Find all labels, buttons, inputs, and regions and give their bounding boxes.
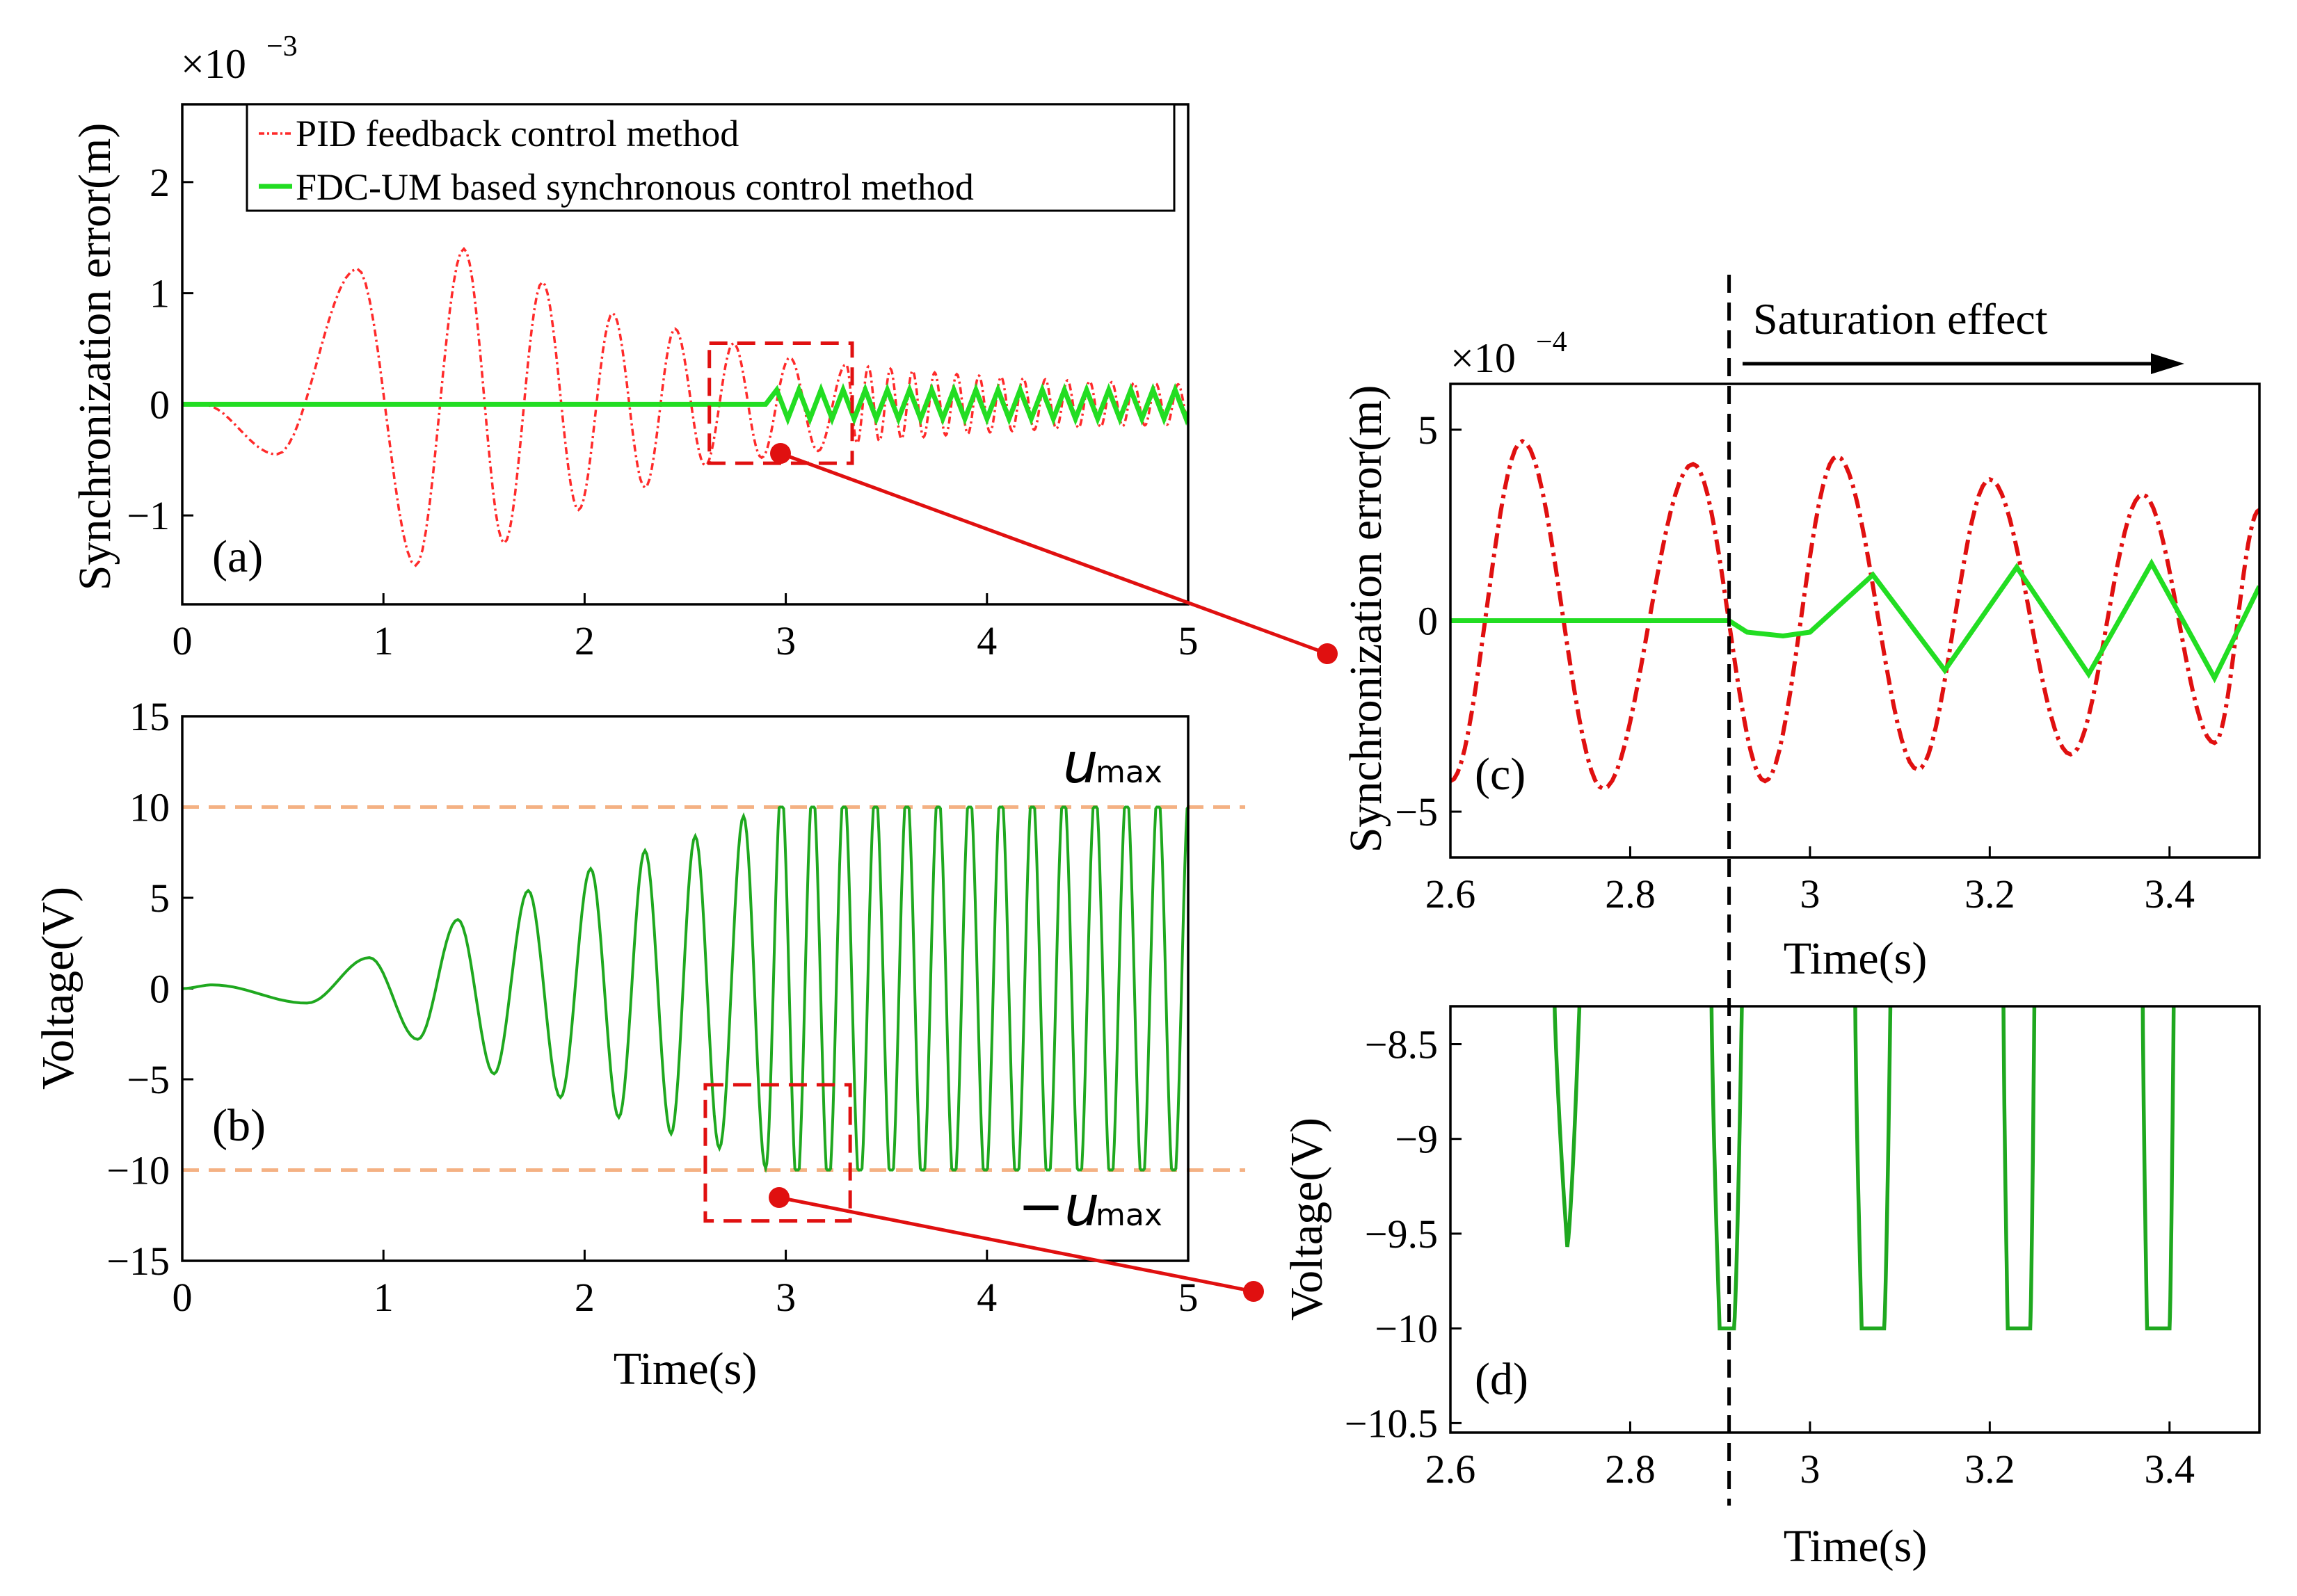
x-tick-label-a: 4 xyxy=(977,618,997,663)
y-tick-label-d: −9.5 xyxy=(1365,1211,1438,1257)
panel-label-a: (a) xyxy=(212,531,263,582)
x-tick-label-b: 4 xyxy=(977,1275,997,1320)
zoom-box-b xyxy=(703,1083,852,1223)
y-tick-label-c: 0 xyxy=(1418,599,1438,644)
x-tick-label-a: 2 xyxy=(575,618,595,663)
y-tick-label-a: 1 xyxy=(150,271,170,316)
axes-frame-c xyxy=(1449,382,2261,859)
y-tick-label-c: −5 xyxy=(1395,789,1438,835)
saturation-effect-label: Saturation effect xyxy=(1753,294,2048,344)
y-tick-label-a: 0 xyxy=(150,382,170,427)
y-multiplier-exp-a: −3 xyxy=(266,31,298,63)
y-tick-label-d: −10.5 xyxy=(1345,1401,1438,1446)
panel-b: 0 1 2 3 4 5 −15 −10 −5 0 5 10 15 u max −u max (b) Ti… xyxy=(33,694,1245,1394)
voltage-line-d xyxy=(1553,1006,2176,1330)
fdc-error-line-c xyxy=(1450,558,2259,684)
panel-label-d: (d) xyxy=(1475,1354,1528,1405)
zoom-connector-b-to-d xyxy=(769,1187,1264,1302)
neg-umax-label: −u xyxy=(1018,1174,1100,1239)
x-tick-label-d: 3.4 xyxy=(2145,1446,2195,1492)
x-tick-label-b: 2 xyxy=(575,1275,595,1320)
pid-error-line-c xyxy=(1450,438,2259,791)
x-tick-label-c: 2.8 xyxy=(1605,871,1656,917)
y-multiplier-exp-c: −4 xyxy=(1536,326,1567,358)
y-tick-label-d: −10 xyxy=(1375,1306,1438,1351)
voltage-line-b xyxy=(182,805,1188,1173)
axes-frame-d xyxy=(1449,1005,2261,1434)
y-axis-label-b: Voltage(V) xyxy=(33,887,83,1090)
y-tick-label-b: 15 xyxy=(129,694,170,739)
x-tick-label-b: 1 xyxy=(374,1275,394,1320)
umax-label-sub: max xyxy=(1096,755,1162,790)
y-tick-label-b: 0 xyxy=(150,967,170,1012)
x-tick-label-c: 3 xyxy=(1800,871,1820,917)
y-tick-label-b: 10 xyxy=(129,785,170,830)
x-tick-label-c: 2.6 xyxy=(1425,871,1476,917)
y-axis-label-a: Synchronization error(m) xyxy=(70,123,120,591)
zoom-connector-a-to-c xyxy=(770,443,1338,664)
axes-frame-b xyxy=(181,715,1190,1262)
x-tick-label-d: 2.6 xyxy=(1425,1446,1476,1492)
x-tick-label-c: 3.4 xyxy=(2145,871,2195,917)
x-tick-label-b: 5 xyxy=(1178,1275,1199,1320)
x-tick-label-a: 3 xyxy=(776,618,796,663)
y-axis-label-d: Voltage(V) xyxy=(1281,1118,1332,1321)
x-tick-label-a: 0 xyxy=(173,618,193,663)
panel-label-b: (b) xyxy=(212,1100,266,1151)
y-tick-label-c: 5 xyxy=(1418,408,1438,453)
y-tick-label-b: −10 xyxy=(106,1148,170,1193)
x-tick-label-d: 2.8 xyxy=(1605,1446,1656,1492)
fdc-error-line-a xyxy=(182,382,1188,426)
pid-error-line-a xyxy=(182,246,1188,567)
legend-box-a xyxy=(246,103,1176,212)
x-tick-label-a: 5 xyxy=(1178,618,1199,663)
y-multiplier-a: ×10 xyxy=(181,41,246,87)
umax-label: u xyxy=(1063,731,1098,796)
x-axis-label-b: Time(s) xyxy=(614,1344,758,1394)
y-tick-label-a: 2 xyxy=(150,160,170,205)
y-tick-label-b: 5 xyxy=(150,876,170,921)
y-tick-label-b: −15 xyxy=(106,1239,170,1284)
panel-c: 2.6 2.8 3 3.2 3.4 −5 0 5 ×10 −4 Saturation effe… xyxy=(1340,294,2261,984)
x-tick-label-b: 3 xyxy=(776,1275,796,1320)
neg-umax-label-sub: max xyxy=(1096,1198,1162,1233)
legend-label-fdc: FDC-UM based synchronous control method xyxy=(296,166,974,208)
y-tick-label-b: −5 xyxy=(127,1057,170,1102)
x-tick-label-d: 3.2 xyxy=(1964,1446,2015,1492)
y-tick-label-d: −8.5 xyxy=(1365,1022,1438,1067)
x-tick-label-b: 0 xyxy=(173,1275,193,1320)
panel-d: 2.6 2.8 3 3.2 3.4 −10.5 −10 −9.5 −9 −8.5 (d) Time… xyxy=(1281,1005,2261,1572)
saturation-arrow-head xyxy=(2151,353,2184,374)
x-axis-label-d: Time(s) xyxy=(1784,1521,1928,1572)
x-axis-label-c: Time(s) xyxy=(1784,933,1928,984)
x-tick-label-c: 3.2 xyxy=(1964,871,2015,917)
y-tick-label-d: −9 xyxy=(1395,1117,1438,1162)
x-tick-label-d: 3 xyxy=(1800,1446,1820,1492)
panel-label-c: (c) xyxy=(1475,749,1526,800)
legend-label-pid: PID feedback control method xyxy=(296,113,739,154)
x-tick-label-a: 1 xyxy=(374,618,394,663)
y-tick-label-a: −1 xyxy=(127,493,170,538)
y-multiplier-c: ×10 xyxy=(1450,335,1516,381)
y-axis-label-c: Synchronization error(m) xyxy=(1340,385,1391,853)
